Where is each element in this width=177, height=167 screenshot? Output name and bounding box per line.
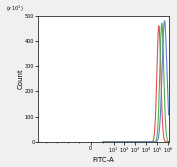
Text: $(x\,10^1)$: $(x\,10^1)$ — [6, 4, 24, 15]
Y-axis label: Count: Count — [18, 68, 24, 89]
X-axis label: FITC-A: FITC-A — [93, 157, 114, 163]
